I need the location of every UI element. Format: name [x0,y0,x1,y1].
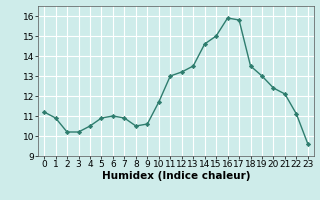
X-axis label: Humidex (Indice chaleur): Humidex (Indice chaleur) [102,171,250,181]
